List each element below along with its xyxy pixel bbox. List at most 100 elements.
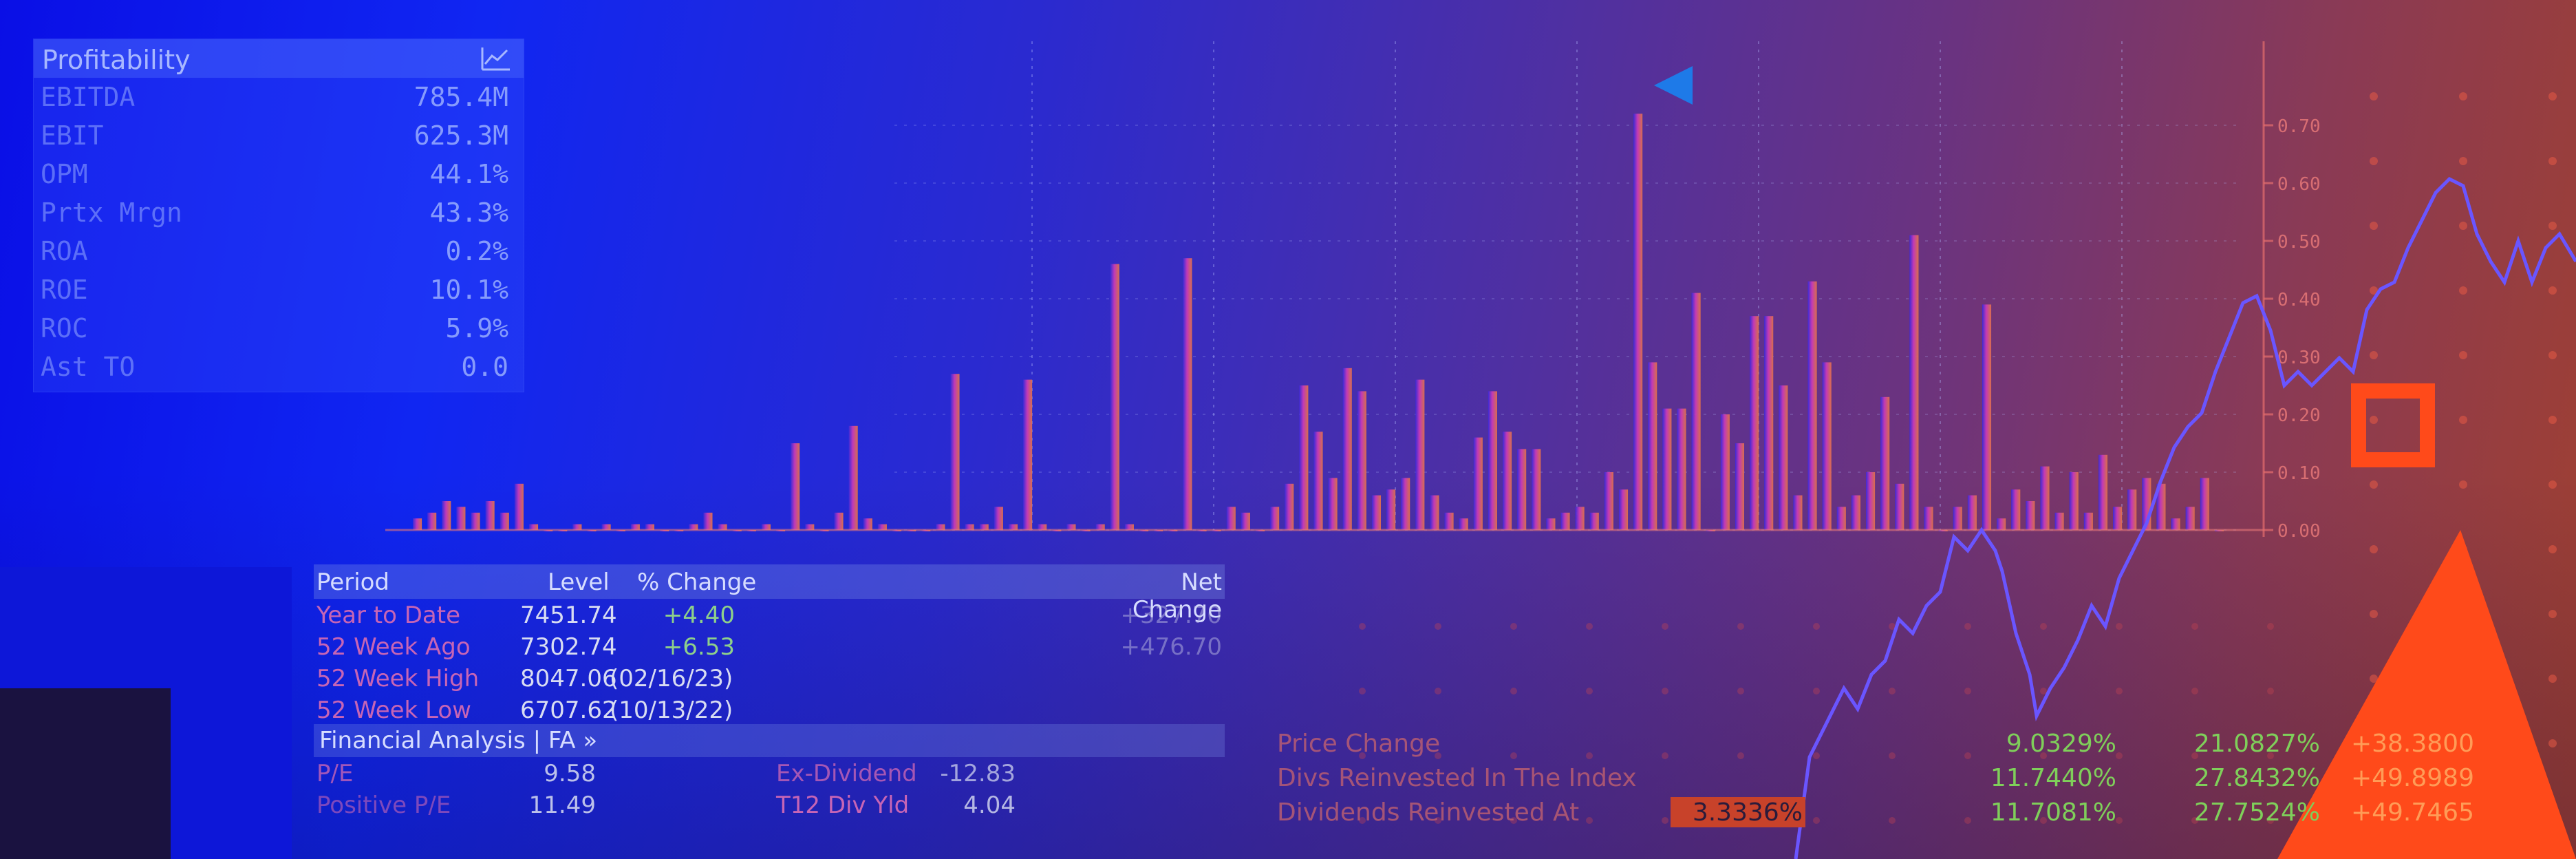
profitability-value: 10.1% [429, 275, 508, 305]
returns-value: 9.0329% [2006, 730, 2116, 758]
decor-dot [1359, 817, 1366, 824]
decor-dot [2191, 688, 2198, 694]
y-tick-label: 0.30 [2277, 348, 2321, 368]
decor-dot [1889, 817, 1896, 824]
y-tick-label: 0.40 [2277, 290, 2321, 310]
profitability-row[interactable]: Ast TO 0.0 [34, 348, 524, 386]
profitability-row[interactable]: ROE 10.1% [34, 271, 524, 309]
chart-bar [1589, 512, 1599, 530]
profitability-row[interactable]: ROA 0.2% [34, 232, 524, 271]
fa-label: Positive P/E [316, 792, 451, 819]
chart-bar [703, 512, 713, 530]
decor-dot [2370, 610, 2378, 618]
y-tick-label: 0.10 [2277, 463, 2321, 484]
financial-analysis-link[interactable]: Financial Analysis | FA » [319, 727, 598, 754]
header-period: Period [316, 569, 390, 596]
chart-bar [630, 524, 640, 530]
profitability-label: Prtx Mrgn [41, 198, 182, 228]
chart-bar [2069, 472, 2079, 530]
table-row[interactable]: 52 Week High 8047.06 (02/16/23) [314, 662, 1225, 694]
decor-dot [2459, 222, 2467, 230]
decor-dot [2040, 688, 2047, 694]
profitability-row[interactable]: EBITDA 785.4M [34, 78, 524, 116]
chart-bar [1793, 495, 1803, 530]
row-label: 52 Week Ago [316, 633, 471, 661]
decor-dot [2459, 480, 2467, 489]
chart-bar [1575, 507, 1585, 530]
chart-bar [1967, 495, 1977, 530]
chart-bar [1430, 495, 1439, 530]
chart-bar [979, 524, 989, 530]
decor-dot [2548, 739, 2557, 747]
fa-row: Positive P/E 11.49 T12 Div Yld 4.04 [314, 789, 1071, 820]
profitability-row[interactable]: ROC 5.9% [34, 309, 524, 348]
chart-bar [1023, 379, 1033, 530]
decor-dot [1359, 623, 1366, 630]
returns-value: +49.7465 [2350, 798, 2474, 827]
decor-dot [2267, 817, 2274, 824]
decor-dot [2267, 752, 2274, 759]
table-row[interactable]: Year to Date 7451.74 +4.40 +327.70 [314, 599, 1225, 630]
chart-bar [1997, 518, 2006, 530]
chart-bar [1546, 518, 1556, 530]
chart-bar [1779, 385, 1788, 530]
returns-label: Dividends Reinvested At [1277, 798, 1580, 827]
orange-triangle-icon [2277, 530, 2576, 859]
decor-dot [1737, 752, 1744, 759]
chart-bar [950, 374, 960, 530]
chart-bar [1735, 443, 1745, 530]
chart-bar [1095, 524, 1105, 530]
table-row[interactable]: 52 Week Ago 7302.74 +6.53 +476.70 [314, 630, 1225, 662]
profitability-value: 0.2% [445, 236, 508, 266]
chart-bar [805, 524, 815, 530]
chart-bar [1473, 437, 1483, 530]
decor-dot [1662, 817, 1668, 824]
chart-bar [1401, 478, 1410, 530]
row-label: Year to Date [316, 602, 460, 629]
profitability-row[interactable]: OPM 44.1% [34, 155, 524, 193]
profitability-row[interactable]: Prtx Mrgn 43.3% [34, 193, 524, 232]
chart-bar [1836, 507, 1846, 530]
line-chart-icon[interactable] [481, 46, 511, 71]
header-pct-change: % Change [637, 569, 757, 596]
decor-dot [2370, 222, 2378, 230]
chart-bar [485, 501, 495, 530]
chart-bar [442, 501, 451, 530]
chart-bar [528, 524, 539, 530]
profitability-value: 5.9% [445, 313, 508, 343]
chart-bar [1459, 518, 1468, 530]
chart-bar [2127, 489, 2137, 530]
chart-bar [514, 483, 524, 530]
financial-analysis-bar[interactable]: Financial Analysis | FA » [314, 724, 1225, 757]
chart-bar [718, 524, 727, 530]
decor-dot [2459, 92, 2467, 100]
decor-dot [1889, 623, 1896, 630]
decor-dot [2370, 157, 2378, 165]
chart-bar [2171, 518, 2180, 530]
chart-bar [1895, 483, 1904, 530]
chart-bar [2026, 501, 2035, 530]
decor-dot [2116, 817, 2123, 824]
chart-bar [500, 512, 509, 530]
chart-bar [1677, 408, 1686, 530]
row-level: 8047.06 [520, 665, 617, 692]
decor-dot [2548, 351, 2557, 359]
chart-bar [936, 524, 945, 530]
chart-bar [1285, 483, 1294, 530]
returns-value: 21.0827% [2193, 730, 2320, 758]
chart-bar [645, 524, 655, 530]
decor-dot [2040, 752, 2047, 759]
decor-dot [2116, 688, 2123, 694]
y-tick-label: 0.60 [2277, 174, 2321, 195]
chart-bar [1648, 362, 1657, 530]
chart-bar [1110, 264, 1119, 530]
table-row[interactable]: 52 Week Low 6707.62 (10/13/22) [314, 694, 1225, 725]
decor-dot [2116, 752, 2123, 759]
decor-dot [2370, 545, 2378, 553]
fa-label: P/E [316, 760, 354, 787]
decor-dot [1586, 752, 1593, 759]
decor-dot [1586, 623, 1593, 630]
profitability-row[interactable]: EBIT 625.3M [34, 116, 524, 155]
decor-dot [1964, 623, 1971, 630]
